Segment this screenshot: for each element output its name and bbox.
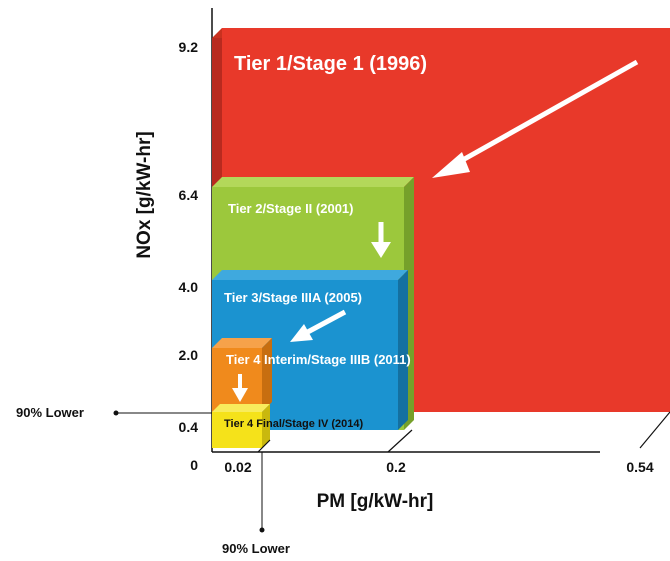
tier-4-interim-block: Tier 4 Interim/Stage IIIB (2011) bbox=[212, 338, 411, 412]
floor-edge-02 bbox=[387, 429, 413, 453]
x-reduction-callout: 90% Lower bbox=[222, 452, 290, 556]
origin-label: 0 bbox=[190, 457, 198, 473]
tier-4-interim-label: Tier 4 Interim/Stage IIIB (2011) bbox=[226, 352, 411, 367]
arrow-tier3-to-tier4 bbox=[290, 309, 347, 342]
y-tick-9-2: 9.2 bbox=[179, 39, 199, 55]
y-tick-4-0: 4.0 bbox=[179, 279, 199, 295]
floor-edge-back bbox=[639, 411, 670, 449]
y-tick-0-4: 0.4 bbox=[179, 419, 199, 435]
tier-4-interim-side-face bbox=[262, 338, 272, 412]
tier-2-label: Tier 2/Stage II (2001) bbox=[228, 201, 354, 216]
tier-4-final-label: Tier 4 Final/Stage IV (2014) bbox=[224, 418, 364, 430]
arrow-tier2-to-tier3 bbox=[371, 222, 391, 258]
tier-4-final-block: Tier 4 Final/Stage IV (2014) bbox=[212, 404, 364, 448]
arrow-tier1-to-tier2 bbox=[432, 59, 639, 178]
tier-2-top-face bbox=[212, 177, 414, 187]
x-tick-0-2: 0.2 bbox=[386, 459, 406, 475]
y-tick-2-0: 2.0 bbox=[179, 347, 199, 363]
tier-4-interim-top-face bbox=[212, 338, 272, 348]
y-reduction-callout: 90% Lower bbox=[16, 405, 212, 420]
tier-4-final-side-face bbox=[262, 404, 270, 448]
tier-3-top-face bbox=[212, 270, 408, 280]
tier-3-label: Tier 3/Stage IIIA (2005) bbox=[224, 290, 362, 305]
tier-4-final-front-face bbox=[212, 412, 262, 448]
floor-edge-002 bbox=[257, 439, 271, 453]
arrow-tier4i-to-tier4f bbox=[232, 374, 248, 402]
tier-3-side-face bbox=[398, 270, 408, 430]
x-reduction-label: 90% Lower bbox=[222, 541, 290, 556]
x-tick-0-02: 0.02 bbox=[224, 459, 251, 475]
y-tick-6-4: 6.4 bbox=[179, 187, 199, 203]
tier-4-interim-front-face bbox=[212, 348, 262, 412]
tier-1-label: Tier 1/Stage 1 (1996) bbox=[234, 53, 427, 75]
y-axis-title: NOx [g/kW-hr] bbox=[134, 131, 155, 258]
x-axis-title: PM [g/kW-hr] bbox=[317, 491, 434, 512]
y-reduction-label: 90% Lower bbox=[16, 405, 84, 420]
tier-4-final-top-face bbox=[212, 404, 270, 412]
x-tick-0-54: 0.54 bbox=[626, 459, 653, 475]
